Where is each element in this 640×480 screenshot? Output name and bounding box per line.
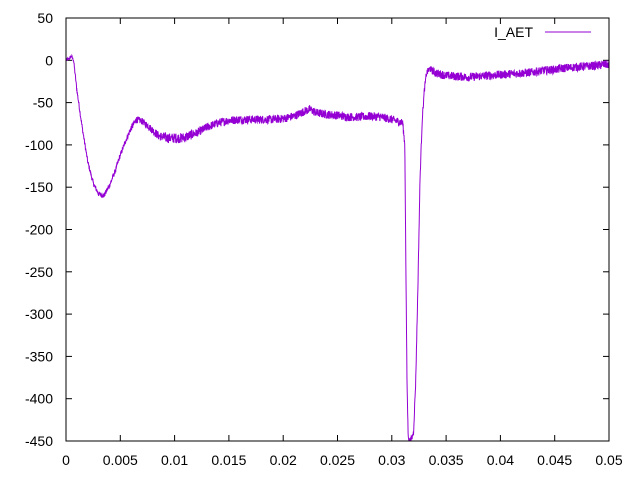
y-tick-label: 0 [45, 52, 53, 68]
series-layer [65, 53, 610, 442]
x-tick-label: 0.01 [161, 452, 188, 468]
x-tick-label: 0.005 [103, 452, 138, 468]
y-tick-label: -450 [25, 433, 53, 449]
x-tick-label: 0.035 [429, 452, 464, 468]
x-tick-label: 0.03 [378, 452, 405, 468]
x-tick-label: 0.045 [537, 452, 572, 468]
x-tick-label: 0 [62, 452, 70, 468]
y-tick-label: 50 [37, 10, 53, 26]
y-tick-label: -350 [25, 348, 53, 364]
y-tick-label: -150 [25, 179, 53, 195]
x-tick-label: 0.02 [270, 452, 297, 468]
series-line-i-aet [65, 53, 610, 442]
x-tick-label: 0.04 [487, 452, 514, 468]
legend: I_AET [494, 24, 591, 40]
plot-frame [65, 17, 610, 442]
y-tick-label: -50 [33, 95, 53, 111]
y-tick-label: -400 [25, 391, 53, 407]
legend-label-i-aet: I_AET [494, 24, 533, 40]
y-tick-label: -300 [25, 306, 53, 322]
x-tick-label: 0.015 [211, 452, 246, 468]
y-tick-label: -200 [25, 222, 53, 238]
x-tick-label: 0.025 [320, 452, 355, 468]
ticks-layer: 50 0 -50 -100 -150 -200 -250 -300 -350 -400 -450 0 0… [25, 10, 623, 468]
y-tick-label: -250 [25, 264, 53, 280]
x-tick-label: 0.05 [595, 452, 622, 468]
y-tick-label: -100 [25, 137, 53, 153]
